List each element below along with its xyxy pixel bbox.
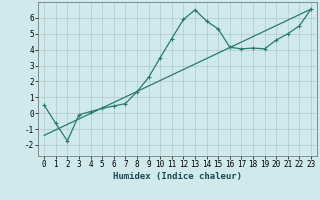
X-axis label: Humidex (Indice chaleur): Humidex (Indice chaleur) [113, 172, 242, 181]
